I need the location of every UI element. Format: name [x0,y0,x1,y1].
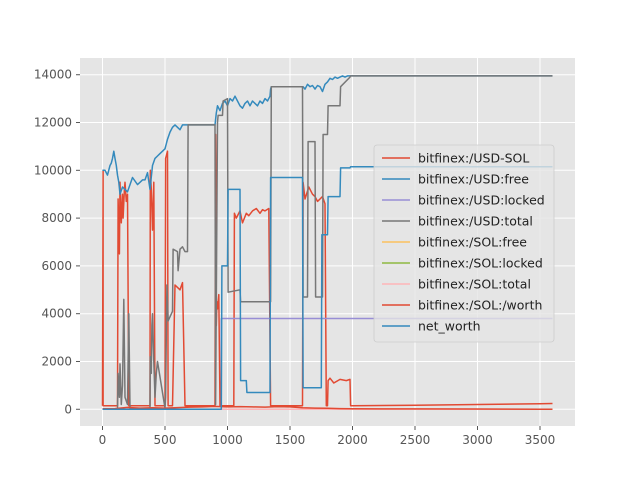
series-line-bitfinex-usd-free [102,75,553,195]
x-tick-label: 1500 [275,433,306,447]
legend-label: bitfinex:/SOL:free [418,235,527,250]
legend-box [373,144,555,343]
x-tick-label: 2000 [337,433,368,447]
series-line-bitfinex-usd-total [102,75,553,411]
y-tick-label: 6000 [41,259,72,273]
y-tick-label: 2000 [41,354,72,368]
legend-label: net_worth [418,319,481,334]
x-tick-label: 2500 [400,433,431,447]
x-tick-label: 0 [99,433,107,447]
series-line-net-worth [102,165,553,411]
legend-label: bitfinex:/SOL:locked [418,256,543,271]
legend: bitfinex:/USD-SOL bitfinex:/USD:free bitfi… [373,144,555,343]
series-line-bitfinex-sol-worth [102,405,553,410]
x-tick-label: 500 [154,433,177,447]
legend-label: bitfinex:/SOL:/worth [418,298,542,313]
y-tick-label: 4000 [41,307,72,321]
y-tick-label: 12000 [34,116,72,130]
legend-label: bitfinex:/SOL:total [418,277,531,292]
axis-ticks: 0 500 1000 1500 2000 2500 3000 3500 0 2000 4000 600… [34,68,555,447]
y-tick-label: 8000 [41,211,72,225]
y-tick-label: 14000 [34,68,72,82]
legend-label: bitfinex:/USD:free [418,172,529,187]
x-tick-label: 1000 [212,433,243,447]
legend-label: bitfinex:/USD:total [418,214,533,229]
x-tick-label: 3500 [525,433,556,447]
legend-label: bitfinex:/USD-SOL [418,151,529,166]
y-tick-label: 0 [64,402,72,416]
legend-label: bitfinex:/USD:locked [418,193,545,208]
y-tick-label: 10000 [34,163,72,177]
x-tick-label: 3000 [462,433,493,447]
